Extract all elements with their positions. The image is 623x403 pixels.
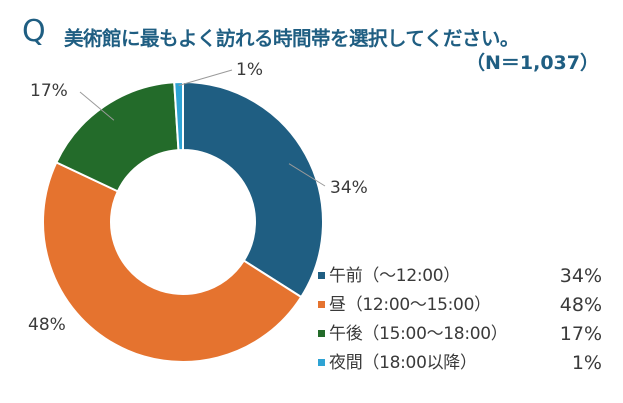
slice-night <box>173 80 184 152</box>
legend-label: 午後（15:00～18:00） <box>329 324 508 344</box>
legend-item-noon: 昼（12:00～15:00） 48% <box>318 291 608 320</box>
legend-item-morning: 午前（～12:00） 34% <box>318 262 608 291</box>
slice-afternoon <box>54 81 180 193</box>
legend-label: 午前（～12:00） <box>329 266 460 286</box>
leader-line <box>288 163 326 187</box>
legend-label: 昼（12:00～15:00） <box>329 295 491 315</box>
legend-label: 夜間（18:00以降） <box>329 353 477 373</box>
question-mark: Q <box>22 14 46 49</box>
legend-value: 48% <box>559 294 602 316</box>
legend-value: 34% <box>559 265 602 287</box>
data-label: 34% <box>330 178 368 198</box>
legend-swatch <box>318 329 325 337</box>
legend-value: 1% <box>571 352 602 374</box>
legend-item-night: 夜間（18:00以降） 1% <box>318 349 608 378</box>
chart-subtitle: （N＝1,037） <box>465 52 599 74</box>
legend-item-afternoon: 午後（15:00～18:00） 17% <box>318 320 608 349</box>
data-label: 48% <box>28 315 66 335</box>
leader-line <box>178 69 233 86</box>
data-label: 1% <box>236 60 263 80</box>
chart-title: 美術館に最もよく訪れる時間帯を選択してください。 <box>64 27 519 50</box>
leader-line <box>79 91 115 121</box>
legend-value: 17% <box>559 323 602 345</box>
slice-morning <box>182 80 324 299</box>
legend-swatch <box>318 271 325 279</box>
slice-noon <box>42 161 303 363</box>
legend: 午前（～12:00） 34% 昼（12:00～15:00） 48% 午後（15:… <box>318 262 608 378</box>
data-label: 17% <box>30 81 68 101</box>
legend-swatch <box>318 300 325 308</box>
legend-swatch <box>318 358 325 366</box>
